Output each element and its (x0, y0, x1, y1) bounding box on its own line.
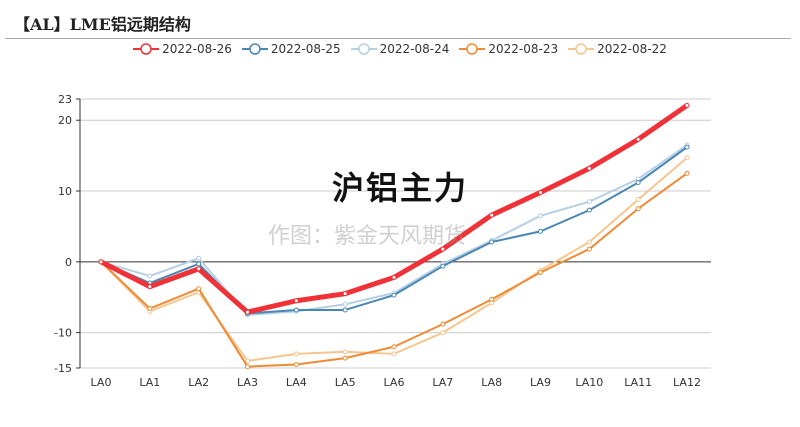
chart-title: 【AL】LME铝远期结构 (14, 15, 191, 34)
data-point (293, 361, 299, 367)
data-point (342, 291, 348, 297)
legend-label: 2022-08-22 (597, 42, 667, 56)
data-point (342, 355, 348, 361)
data-point (586, 239, 592, 245)
data-point (196, 255, 202, 261)
title-divider (5, 38, 791, 39)
data-point (538, 189, 543, 195)
data-point (538, 213, 543, 219)
x-tick-label: LA2 (188, 376, 209, 389)
x-tick-label: LA3 (237, 376, 258, 389)
x-tick-label: LA4 (286, 376, 307, 389)
y-tick-label: 0 (65, 256, 72, 269)
x-tick-label: LA1 (139, 376, 160, 389)
watermark-credit: 作图：紫金天风期货 (268, 224, 467, 249)
data-point (391, 292, 397, 298)
data-point (538, 228, 543, 234)
data-point (342, 301, 348, 307)
data-point (489, 296, 495, 302)
x-tick-label: LA12 (673, 376, 701, 389)
legend-item[interactable]: 2022-08-24 (350, 42, 450, 56)
data-point (391, 274, 397, 280)
legend-line-circle-icon (459, 43, 486, 55)
data-point (684, 102, 690, 108)
x-tick-label: LA0 (91, 376, 112, 389)
data-point (196, 286, 202, 292)
data-point (293, 351, 299, 357)
data-point (635, 136, 641, 142)
legend-item[interactable]: 2022-08-22 (568, 42, 667, 56)
x-tick-label: LA11 (624, 376, 652, 389)
data-point (684, 144, 690, 150)
x-tick-label: LA7 (432, 376, 453, 389)
data-point (245, 309, 250, 315)
data-point (586, 207, 592, 213)
data-point (147, 273, 153, 279)
y-tick-label: -15 (54, 362, 72, 375)
data-point (684, 155, 690, 161)
data-point (391, 351, 397, 357)
data-point (196, 266, 202, 272)
x-tick-label: LA9 (530, 376, 551, 389)
data-point (489, 239, 495, 245)
legend-line-circle-icon (133, 43, 160, 55)
x-tick-label: LA6 (384, 376, 405, 389)
x-tick-label: LA5 (335, 376, 356, 389)
legend-label: 2022-08-23 (488, 42, 559, 56)
y-tick-label: 20 (58, 114, 72, 127)
data-point (440, 263, 446, 269)
x-tick-label: LA8 (481, 376, 502, 389)
legend-label: 2022-08-24 (379, 42, 450, 56)
legend-line-circle-icon (568, 43, 595, 55)
y-tick-label: -10 (54, 327, 72, 340)
legend-item[interactable]: 2022-08-23 (459, 42, 558, 56)
data-point (586, 165, 592, 171)
data-point (635, 206, 641, 212)
data-point (293, 298, 299, 304)
data-point (586, 246, 592, 252)
data-point (538, 269, 543, 275)
data-point (635, 180, 641, 186)
legend-label: 2022-08-26 (162, 42, 232, 56)
data-point (342, 349, 348, 355)
data-point (342, 307, 348, 313)
data-point (489, 212, 495, 218)
y-tick-label: 23 (58, 93, 72, 106)
legend-label: 2022-08-25 (270, 42, 341, 56)
legend-line-circle-icon (350, 43, 377, 55)
x-tick-label: LA10 (575, 376, 603, 389)
data-point (440, 246, 446, 252)
data-point (245, 358, 250, 364)
legend-item[interactable]: 2022-08-26 (133, 42, 232, 56)
data-point (635, 197, 641, 203)
data-point (293, 307, 299, 313)
data-point (440, 321, 446, 327)
data-point (147, 306, 153, 312)
legend-line-circle-icon (241, 43, 268, 55)
watermark-main: 沪铝主力 (332, 169, 469, 207)
data-point (586, 199, 592, 205)
legend-item[interactable]: 2022-08-25 (241, 42, 341, 56)
data-point (391, 344, 397, 350)
data-point (684, 170, 690, 176)
y-tick-label: 10 (58, 185, 72, 198)
data-point (147, 284, 153, 290)
legend: 2022-08-26 2022-08-25 2022-08-24 2022-08-23… (0, 42, 800, 56)
data-point (196, 261, 202, 267)
data-point (245, 364, 250, 370)
data-point (98, 259, 104, 265)
data-point (440, 330, 446, 336)
